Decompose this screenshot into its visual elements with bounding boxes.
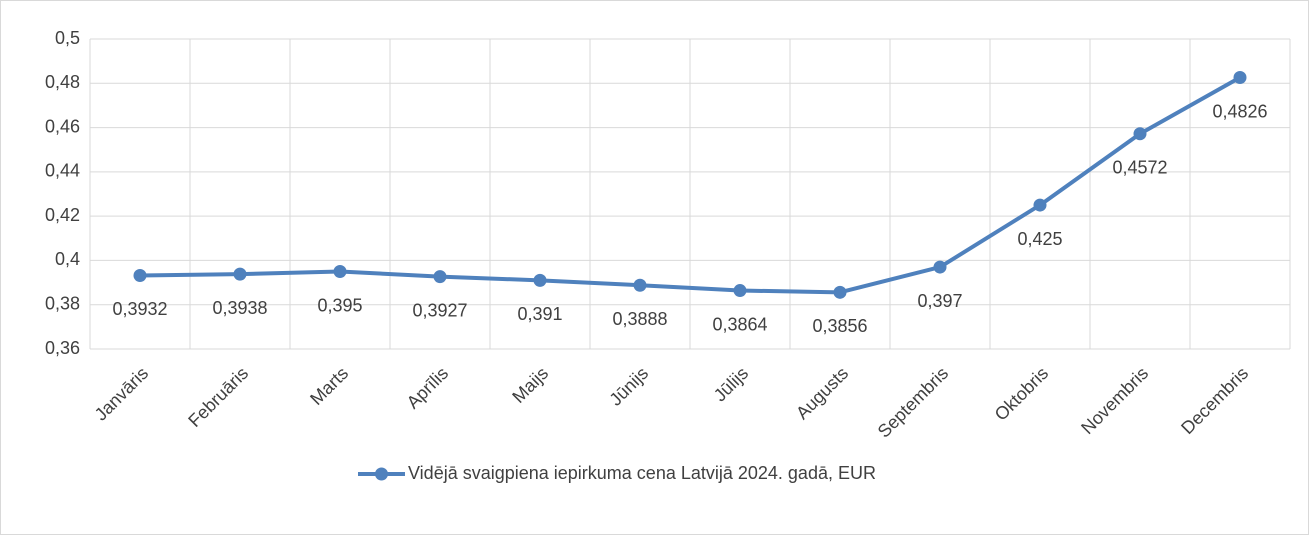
data-label: 0,395 [317, 295, 362, 315]
y-tick-label: 0,38 [45, 293, 80, 313]
data-label: 0,3864 [712, 314, 767, 334]
legend-label: Vidējā svaigpiena iepirkuma cena Latvijā… [408, 463, 876, 483]
y-tick-label: 0,44 [45, 161, 80, 181]
y-tick-label: 0,36 [45, 338, 80, 358]
data-label: 0,3888 [612, 309, 667, 329]
marker [833, 285, 847, 299]
y-tick-label: 0,5 [55, 28, 80, 48]
data-label: 0,397 [917, 291, 962, 311]
data-label: 0,3932 [112, 299, 167, 319]
marker [433, 270, 447, 284]
data-label: 0,4572 [1112, 158, 1167, 178]
y-tick-label: 0,42 [45, 205, 80, 225]
y-tick-label: 0,46 [45, 116, 80, 136]
marker [1233, 71, 1247, 85]
data-label: 0,3856 [812, 316, 867, 336]
marker [1133, 127, 1147, 141]
y-tick-label: 0,4 [55, 249, 80, 269]
data-label: 0,3927 [412, 300, 467, 320]
data-label: 0,4826 [1212, 101, 1267, 121]
marker [633, 278, 647, 292]
marker [533, 273, 547, 287]
marker [733, 284, 747, 298]
marker [133, 268, 147, 282]
y-tick-label: 0,48 [45, 72, 80, 92]
line [139, 75, 1241, 295]
marker [1033, 198, 1047, 212]
marker [233, 267, 247, 281]
data-label: 0,3938 [212, 298, 267, 318]
legend-marker [375, 467, 388, 481]
data-label: 0,391 [517, 304, 562, 324]
marker [333, 265, 347, 278]
marker [933, 260, 947, 274]
data-label: 0,425 [1017, 229, 1062, 249]
